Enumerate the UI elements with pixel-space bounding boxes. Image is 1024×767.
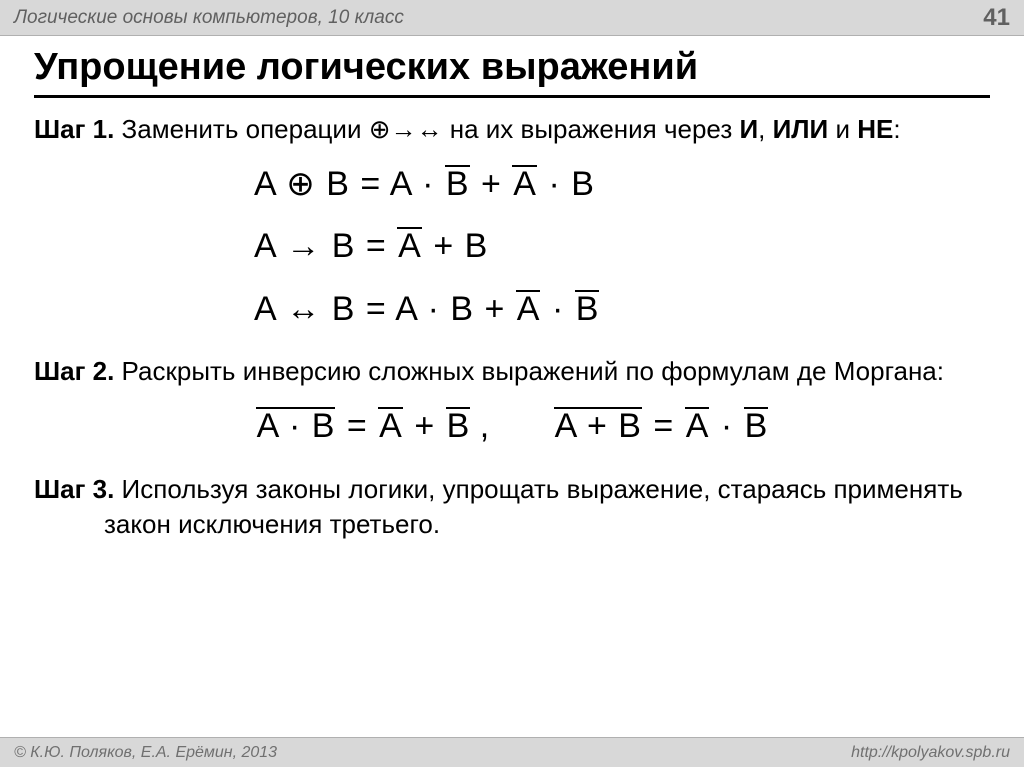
overline: A + B bbox=[554, 407, 642, 443]
formula-equivalence: A ↔ B = A · B + A · B bbox=[34, 282, 990, 336]
overline: A bbox=[512, 165, 537, 201]
demorgan-or: A + B = A · B bbox=[554, 399, 769, 453]
overline: B bbox=[446, 407, 471, 443]
course-title: Логические основы компьютеров, 10 класс bbox=[14, 7, 404, 29]
formula-implication: A → B = A + B bbox=[34, 219, 990, 273]
overline: B bbox=[445, 165, 470, 201]
step-2: Шаг 2. Раскрыть инверсию сложных выражен… bbox=[34, 354, 990, 389]
step-2-label: Шаг 2. bbox=[34, 356, 114, 386]
formulas-step1: A ⊕ B = A · B + A · B A → B = A + B A ↔ … bbox=[34, 157, 990, 336]
overline: B bbox=[744, 407, 769, 443]
slide-content: Упрощение логических выражений Шаг 1. За… bbox=[0, 36, 1024, 542]
overline: A bbox=[378, 407, 403, 443]
formula-xor: A ⊕ B = A · B + A · B bbox=[34, 157, 990, 211]
overline: A bbox=[516, 290, 541, 326]
overline: A bbox=[685, 407, 710, 443]
page-number: 41 bbox=[983, 4, 1010, 32]
step-1-label: Шаг 1. bbox=[34, 114, 114, 144]
overline: A bbox=[397, 227, 422, 263]
slide-title: Упрощение логических выражений bbox=[34, 46, 990, 98]
header-bar: Логические основы компьютеров, 10 класс … bbox=[0, 0, 1024, 36]
step-3: Шаг 3. Используя законы логики, упрощать… bbox=[34, 472, 990, 542]
source-url: http://kpolyakov.spb.ru bbox=[851, 744, 1010, 762]
overline: B bbox=[575, 290, 600, 326]
copyright: © К.Ю. Поляков, Е.А. Ерёмин, 2013 bbox=[14, 744, 277, 762]
footer-bar: © К.Ю. Поляков, Е.А. Ерёмин, 2013 http:/… bbox=[0, 737, 1024, 767]
overline: A · B bbox=[256, 407, 336, 443]
operator-symbols: ⊕→↔ bbox=[369, 114, 443, 144]
step-3-label: Шаг 3. bbox=[34, 474, 114, 504]
step-1: Шаг 1. Заменить операции ⊕→↔ на их выраж… bbox=[34, 112, 990, 147]
demorgan-and: A · B = A + B , bbox=[256, 399, 490, 453]
formulas-step2: A · B = A + B , A + B = A · B bbox=[34, 399, 990, 453]
